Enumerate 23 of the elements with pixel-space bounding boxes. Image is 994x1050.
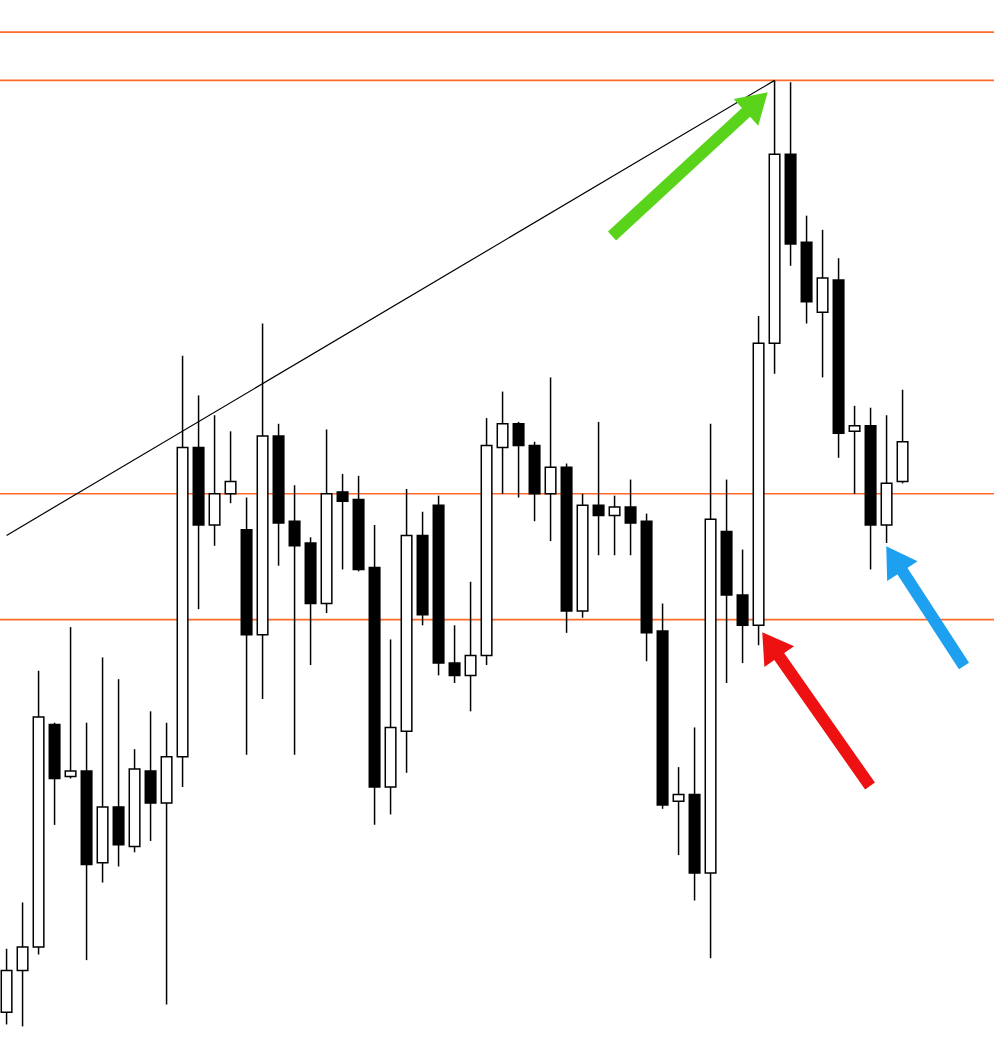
candlestick <box>848 405 861 495</box>
candlestick <box>592 421 605 557</box>
candlestick <box>64 626 77 780</box>
candlestick <box>608 494 621 557</box>
candlestick <box>448 624 461 684</box>
candlestick <box>896 388 909 485</box>
candlestick <box>336 473 349 571</box>
candlestick <box>624 478 637 557</box>
candlestick <box>288 484 301 756</box>
candlestick <box>160 721 173 1006</box>
candlestick <box>544 376 557 542</box>
candlestick <box>0 948 13 1026</box>
candlestick <box>512 421 525 499</box>
candlestick <box>736 548 749 664</box>
candlestick <box>224 430 237 504</box>
candlestick <box>112 678 125 868</box>
candlestick <box>816 229 829 379</box>
candlestick <box>880 414 893 544</box>
candlestick <box>16 901 29 1028</box>
candlestick <box>144 710 157 842</box>
candlestick <box>464 581 477 713</box>
candlestick <box>496 390 509 495</box>
candlestick <box>672 766 685 856</box>
